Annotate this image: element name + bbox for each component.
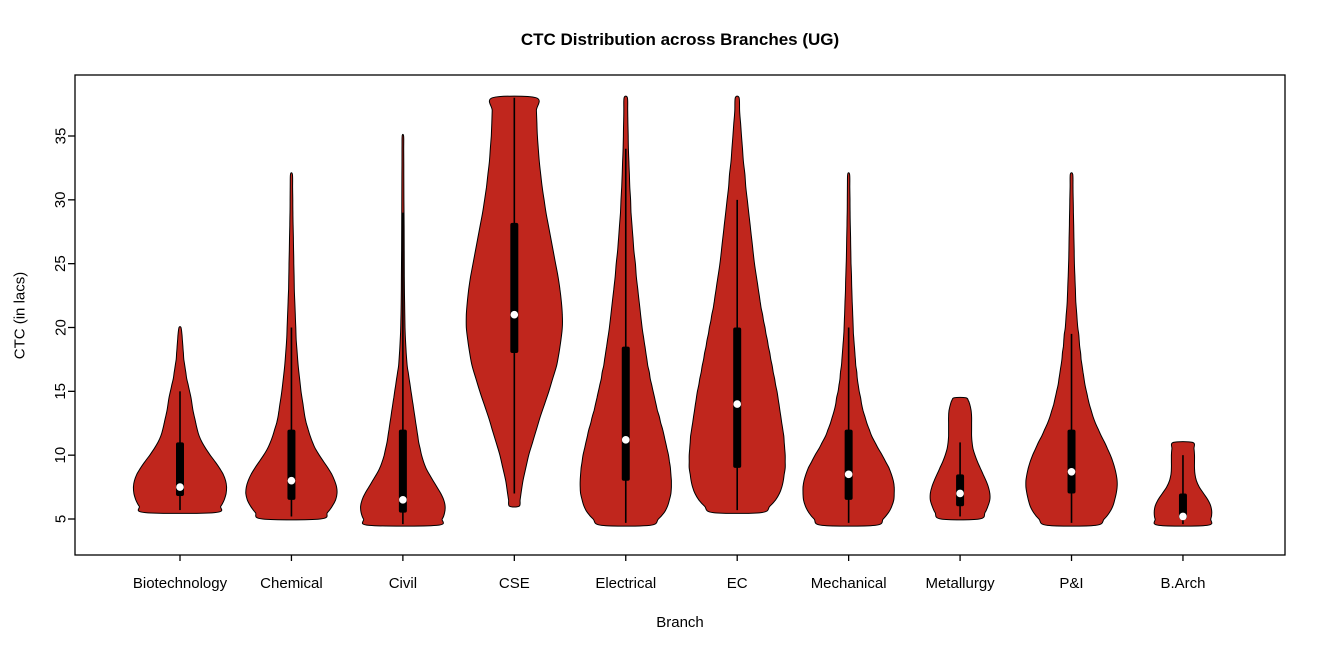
violin-chemical	[245, 172, 338, 521]
median-dot	[621, 436, 630, 444]
median-dot	[1067, 467, 1076, 476]
x-axis-category-label: EC	[727, 575, 748, 592]
y-axis-label: CTC (in lacs)	[11, 271, 29, 360]
x-axis-category-label: P&I	[1059, 575, 1083, 592]
y-axis-tick-label: 10	[52, 447, 69, 464]
median-dot	[287, 476, 296, 485]
violin-metallurgy	[929, 396, 991, 521]
violin-civil	[360, 133, 446, 527]
iqr-box	[733, 327, 742, 468]
violin-electrical	[579, 95, 672, 527]
violin-b-arch	[1153, 441, 1213, 527]
iqr-box	[398, 429, 407, 513]
median-dot	[1179, 512, 1187, 521]
y-axis-tick-label: 25	[52, 255, 69, 272]
median-dot	[844, 470, 853, 479]
y-axis-tick-label: 5	[52, 515, 69, 523]
x-axis-category-label: Biotechnology	[133, 575, 228, 592]
median-dot	[956, 489, 964, 498]
median-dot	[510, 310, 519, 319]
iqr-box	[1067, 429, 1076, 494]
median-dot	[399, 496, 407, 504]
median-dot	[176, 483, 184, 491]
iqr-box	[621, 346, 630, 481]
x-axis-category-label: B.Arch	[1160, 575, 1205, 592]
plot-border	[74, 74, 1286, 556]
x-axis-category-label: Mechanical	[811, 575, 887, 592]
violin-biotechnology	[132, 326, 228, 514]
y-axis-tick-label: 30	[52, 191, 69, 208]
violin-mechanical	[802, 172, 895, 527]
y-axis-tick-label: 35	[52, 128, 69, 145]
chart-title: CTC Distribution across Branches (UG)	[520, 30, 840, 49]
median-dot	[733, 400, 741, 408]
x-axis-category-label: CSE	[499, 575, 530, 592]
x-axis-category-label: Metallurgy	[925, 575, 995, 592]
x-axis-label: Branch	[656, 614, 704, 631]
violin-cse	[465, 95, 563, 508]
x-axis-category-label: Chemical	[260, 575, 323, 592]
x-axis-category-label: Electrical	[595, 575, 656, 592]
iqr-box	[844, 429, 853, 500]
iqr-box	[287, 429, 296, 500]
violin-ec	[688, 95, 786, 514]
iqr-box	[510, 222, 519, 354]
x-axis-category-label: Civil	[389, 575, 417, 592]
iqr-box	[1178, 493, 1187, 519]
y-axis-tick-label: 20	[52, 319, 69, 336]
iqr-box	[176, 442, 184, 497]
violin-p-i	[1025, 172, 1118, 527]
y-axis-tick-label: 15	[52, 383, 69, 400]
